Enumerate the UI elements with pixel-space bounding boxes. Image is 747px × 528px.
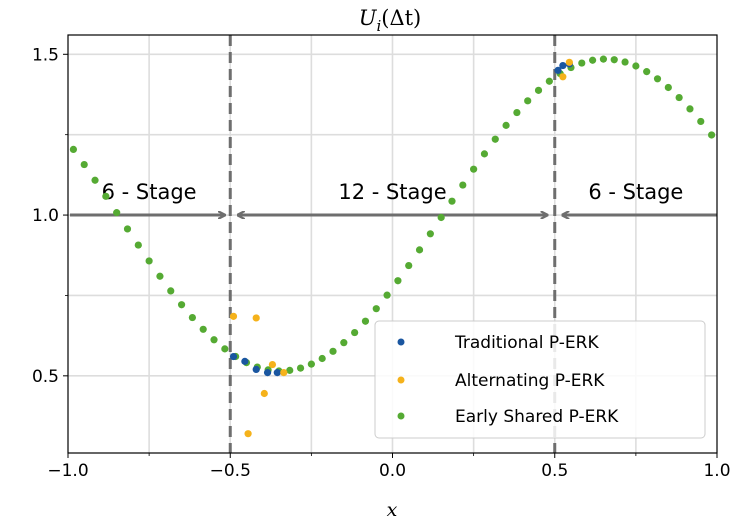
early-shared-point xyxy=(545,77,553,85)
early-shared-point xyxy=(123,225,132,233)
legend-marker-alternating xyxy=(397,376,405,384)
early-shared-point xyxy=(405,261,413,270)
x-axis-label: x xyxy=(387,499,398,521)
x-tick-label: 1.0 xyxy=(703,461,730,481)
alternating-point xyxy=(244,430,252,438)
traditional-point xyxy=(263,369,272,377)
region-annotations: 6 - Stage 12 - Stage 6 - Stage xyxy=(70,180,717,215)
x-tick-label: −0.5 xyxy=(210,461,251,481)
early-shared-point xyxy=(426,230,434,238)
early-shared-point xyxy=(221,345,229,353)
early-shared-point xyxy=(599,55,608,63)
y-tick-label: 0.5 xyxy=(32,367,59,387)
x-tick-label: −1.0 xyxy=(47,461,88,481)
region-label: 6 - Stage xyxy=(102,180,197,204)
early-shared-point xyxy=(167,287,175,295)
early-shared-point xyxy=(91,176,99,184)
early-shared-point xyxy=(134,241,142,249)
legend-label-early-shared: Early Shared P-ERK xyxy=(455,407,619,427)
early-shared-point xyxy=(480,150,489,158)
early-shared-point xyxy=(307,360,315,368)
early-shared-point xyxy=(372,305,380,313)
early-shared-point xyxy=(80,160,88,169)
traditional-point xyxy=(229,352,238,361)
early-shared-point xyxy=(69,145,78,154)
alternating-point xyxy=(565,58,573,66)
early-shared-point xyxy=(578,59,586,67)
region-label: 6 - Stage xyxy=(588,180,683,204)
legend-box xyxy=(374,320,706,439)
early-shared-point xyxy=(113,209,121,217)
early-shared-point xyxy=(102,192,110,200)
early-shared-point xyxy=(675,93,683,102)
legend-marker-early-shared xyxy=(397,412,405,420)
early-shared-point xyxy=(329,347,337,355)
early-shared-point xyxy=(448,197,456,205)
chart-title: Ui(Δt) xyxy=(359,6,422,35)
alternating-point xyxy=(260,389,268,398)
early-shared-point xyxy=(502,121,510,129)
title-main: U xyxy=(359,6,378,30)
early-shared-point xyxy=(145,257,153,265)
early-shared-point xyxy=(610,56,618,64)
title-sub: i xyxy=(376,17,381,35)
y-tick-label: 1.0 xyxy=(32,206,59,226)
early-shared-point xyxy=(697,117,705,126)
early-shared-point xyxy=(394,277,402,285)
early-shared-point xyxy=(361,317,370,325)
region-label: 12 - Stage xyxy=(338,180,446,204)
early-shared-point xyxy=(632,62,640,70)
early-shared-point xyxy=(177,301,186,309)
data-points xyxy=(69,55,716,438)
traditional-point xyxy=(554,66,562,74)
early-shared-point xyxy=(589,56,597,64)
alternating-point xyxy=(252,314,260,322)
early-shared-point xyxy=(653,75,662,83)
early-shared-point xyxy=(383,291,391,299)
alternating-point xyxy=(559,73,567,81)
axis-ticks: −1.0 −0.5 0.0 0.5 1.0 0.5 1.0 1.5 xyxy=(32,45,731,481)
traditional-point xyxy=(273,369,281,377)
early-shared-point xyxy=(437,213,445,222)
plot-frame xyxy=(67,34,718,454)
early-shared-point xyxy=(524,97,532,105)
legend-marker-traditional xyxy=(397,338,405,346)
alternating-point xyxy=(280,369,288,377)
early-shared-point xyxy=(296,364,305,372)
title-arg: (Δt) xyxy=(381,6,421,30)
alternating-point xyxy=(229,312,238,320)
legend-label-traditional: Traditional P-ERK xyxy=(454,333,599,353)
early-shared-point xyxy=(210,336,218,344)
early-shared-point xyxy=(707,131,716,139)
legend: Traditional P-ERK Alternating P-ERK Earl… xyxy=(374,320,706,439)
early-shared-point xyxy=(188,313,196,322)
early-shared-point xyxy=(643,68,651,76)
early-shared-point xyxy=(621,58,629,66)
early-shared-point xyxy=(686,105,694,113)
y-tick-label: 1.5 xyxy=(32,45,59,65)
early-shared-point xyxy=(534,86,543,94)
legend-label-alternating: Alternating P-ERK xyxy=(455,371,605,391)
early-shared-point xyxy=(491,135,499,143)
traditional-point xyxy=(241,357,249,365)
early-shared-point xyxy=(470,165,478,173)
x-tick-label: 0.0 xyxy=(379,461,406,481)
early-shared-point xyxy=(513,108,521,117)
early-shared-point xyxy=(286,366,294,374)
traditional-point xyxy=(559,61,567,70)
early-shared-point xyxy=(459,181,467,189)
early-shared-point xyxy=(664,83,672,92)
early-shared-point xyxy=(199,325,207,333)
early-shared-point xyxy=(351,328,359,337)
early-shared-point xyxy=(156,272,164,280)
early-shared-point xyxy=(415,246,424,254)
early-shared-point xyxy=(318,354,326,363)
x-tick-label: 0.5 xyxy=(541,461,568,481)
traditional-point xyxy=(252,365,260,373)
alternating-point xyxy=(268,360,277,369)
early-shared-point xyxy=(340,339,348,347)
